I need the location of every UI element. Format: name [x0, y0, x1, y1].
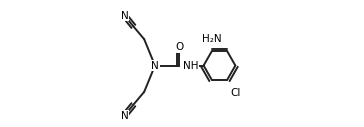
- Text: N: N: [121, 110, 128, 121]
- Text: NH: NH: [183, 61, 198, 70]
- Text: H₂N: H₂N: [202, 34, 222, 44]
- Text: Cl: Cl: [230, 88, 241, 98]
- Text: N: N: [121, 11, 128, 21]
- Text: N: N: [151, 61, 159, 70]
- Text: O: O: [175, 42, 183, 52]
